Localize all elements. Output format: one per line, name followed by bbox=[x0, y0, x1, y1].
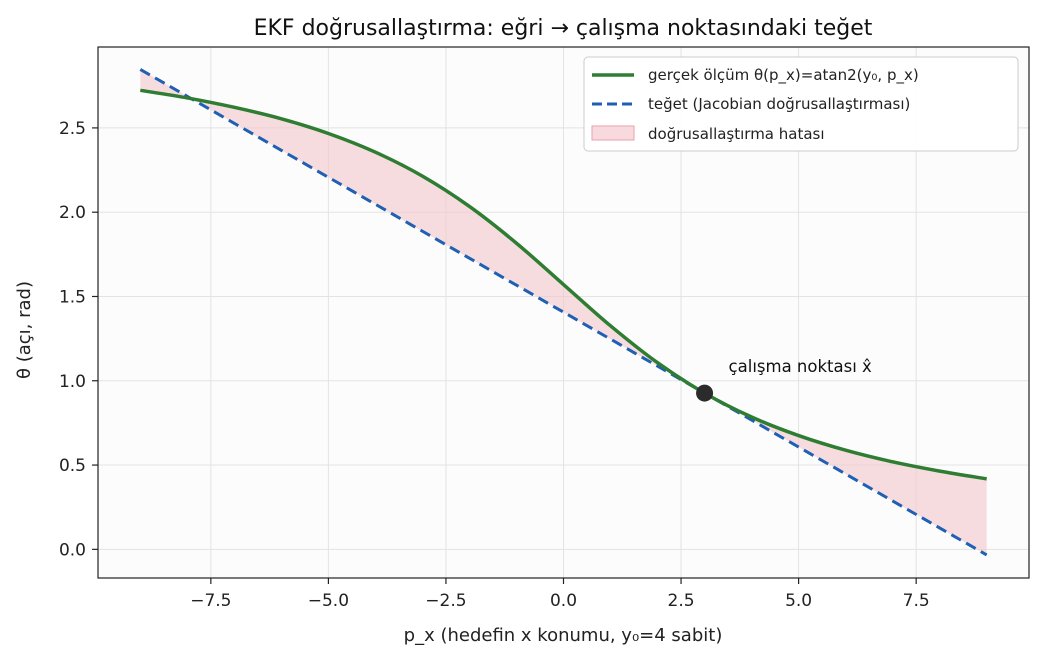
legend-fill-label: doğrusallaştırma hatası bbox=[648, 125, 825, 143]
y-tick-label-1: 0.5 bbox=[59, 456, 86, 476]
legend: gerçek ölçüm θ(p_x)=atan2(y₀, p_x) teğet… bbox=[583, 56, 1019, 152]
legend-fill-swatch bbox=[591, 125, 635, 141]
x-tick-label-6: 7.5 bbox=[903, 591, 930, 611]
x-tick-label-0: −7.5 bbox=[190, 591, 231, 611]
x-tick-label-2: −2.5 bbox=[425, 591, 466, 611]
y-tick-label-2: 1.0 bbox=[59, 372, 86, 392]
y-tick-label-0: 0.0 bbox=[59, 540, 86, 560]
y-tick-label-4: 2.0 bbox=[59, 203, 86, 223]
x-axis-ticks: −7.5 −5.0 −2.5 0.0 2.5 5.0 7.5 bbox=[190, 578, 930, 611]
x-tick-label-4: 2.5 bbox=[668, 591, 695, 611]
y-axis-ticks: 0.0 0.5 1.0 1.5 2.0 2.5 bbox=[59, 119, 98, 560]
x-tick-label-3: 0.0 bbox=[550, 591, 577, 611]
y-tick-label-5: 2.5 bbox=[59, 119, 86, 139]
legend-tangent-label: teğet (Jacobian doğrusallaştırması) bbox=[648, 95, 910, 113]
legend-box bbox=[583, 56, 1019, 152]
tangent-line bbox=[139, 68, 988, 557]
y-axis-label: θ (açı, rad) bbox=[14, 281, 35, 379]
operating-point-marker bbox=[696, 384, 714, 402]
x-tick-label-1: −5.0 bbox=[308, 591, 349, 611]
operating-point-label: çalışma noktası x̂ bbox=[729, 357, 872, 376]
x-tick-label-5: 5.0 bbox=[785, 591, 812, 611]
chart-title: EKF doğrusallaştırma: eğri → çalışma nok… bbox=[254, 16, 873, 41]
legend-curve-label: gerçek ölçüm θ(p_x)=atan2(y₀, p_x) bbox=[648, 66, 919, 85]
x-axis-label: p_x (hedefin x konumu, y₀=4 sabit) bbox=[404, 625, 723, 646]
true-measurement-curve bbox=[140, 88, 987, 481]
y-tick-label-3: 1.5 bbox=[59, 287, 86, 307]
